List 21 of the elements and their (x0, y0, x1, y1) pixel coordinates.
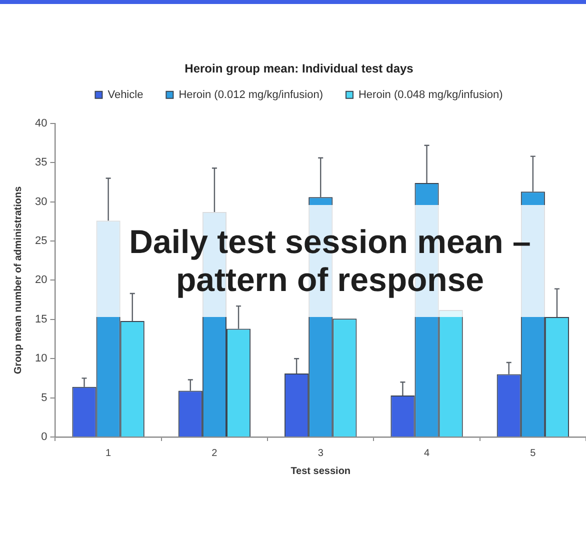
x-tick-label: 3 (318, 448, 324, 459)
y-tick-label: 40 (34, 117, 48, 130)
x-tick-label: 1 (106, 448, 112, 459)
x-tick-label: 4 (424, 448, 430, 459)
y-tick-label: 20 (34, 274, 48, 286)
legend-label: Heroin (0.048 mg/kg/infusion) (358, 88, 503, 101)
x-axis-title: Test session (290, 466, 351, 477)
y-tick-label: 30 (34, 196, 48, 208)
x-tick-label: 2 (212, 448, 218, 459)
legend-label: Vehicle (108, 88, 144, 101)
y-tick-label: 15 (34, 313, 48, 326)
annotation: Daily test session mean – pattern of response (128, 223, 532, 299)
chart-title: Heroin group mean: Individual test days (184, 62, 414, 76)
y-axis-title: Group mean number of administrations (12, 186, 24, 374)
y-tick-label: 25 (34, 235, 48, 248)
y-tick-label: 10 (34, 352, 48, 365)
y-tick-label: 0 (41, 431, 48, 444)
y-tick-label: 35 (34, 156, 48, 169)
x-tick-label: 5 (530, 448, 536, 459)
y-tick-label: 5 (41, 392, 48, 404)
legend-label: Heroin (0.012 mg/kg/infusion) (178, 88, 323, 101)
